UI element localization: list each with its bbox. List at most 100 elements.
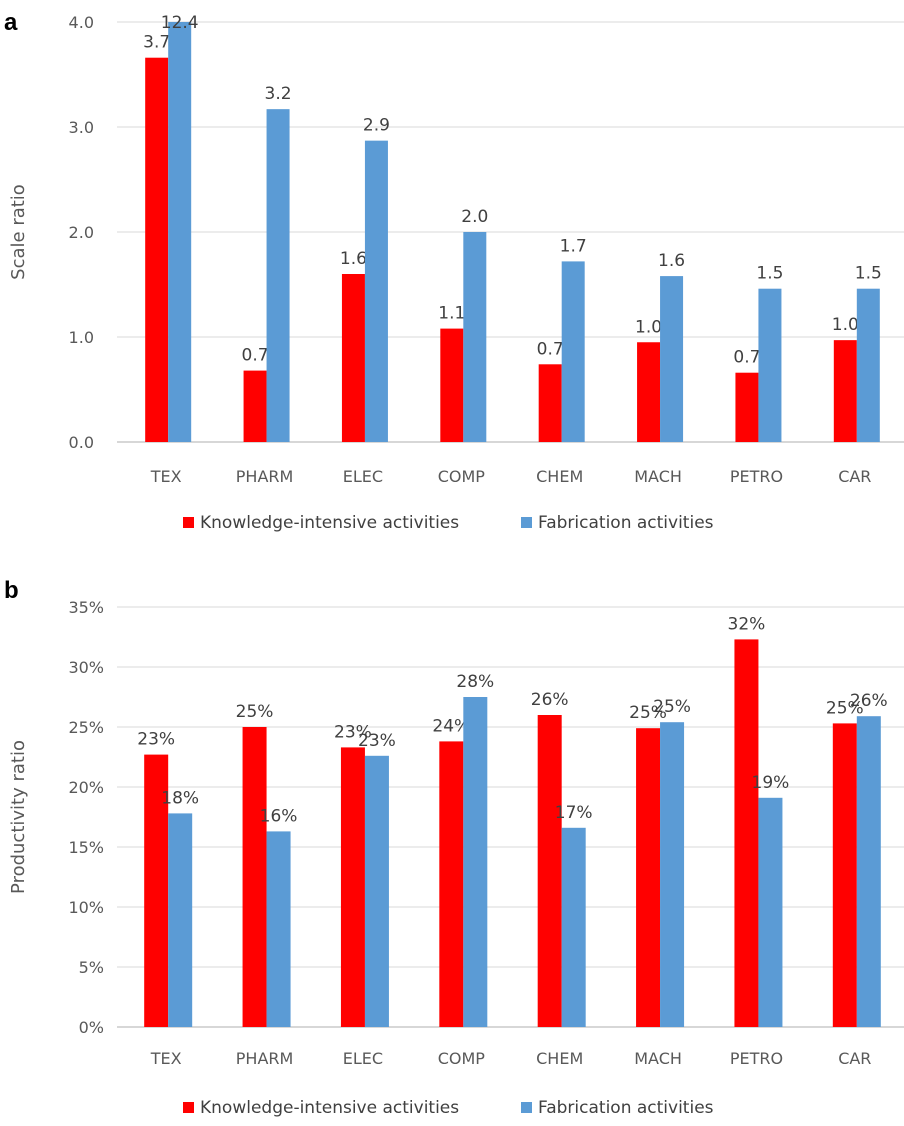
x-tick-label: CHEM <box>536 1049 583 1068</box>
data-label: 3.2 <box>265 84 292 104</box>
data-label: 3.7 <box>143 33 170 53</box>
bar-fabrication <box>463 232 487 442</box>
bar-fabrication <box>660 722 685 1027</box>
panel-b-productivity-ratio: b Productivity ratio 0% 5% 10% 15% 20% 25% 30% 35… <box>4 577 904 1118</box>
legend-swatch <box>183 1102 194 1113</box>
data-label: 26% <box>531 690 569 710</box>
data-label: 19% <box>752 773 790 793</box>
bar-knowledge-intensive <box>144 754 169 1027</box>
y-tick-label: 30% <box>68 658 104 677</box>
y-tick-label: 0.0 <box>69 433 94 452</box>
x-tick-label: PHARM <box>236 1049 294 1068</box>
data-label: 2.0 <box>461 207 488 227</box>
panel-a-scale-ratio: a Scale ratio 0.0 1.0 2.0 3.0 4.0 TEX 3.712.4 PHA… <box>4 9 904 533</box>
data-label: 23% <box>358 731 396 751</box>
bar-knowledge-intensive <box>636 728 661 1027</box>
bar-knowledge-intensive <box>341 274 365 442</box>
x-tick-label: CAR <box>838 1049 871 1068</box>
data-label: 32% <box>728 614 766 634</box>
data-label: 0.7 <box>242 346 269 366</box>
data-label: 1.7 <box>560 236 587 256</box>
bar-fabrication <box>758 288 782 442</box>
data-label: 18% <box>161 788 199 808</box>
x-tick-label: CAR <box>838 467 871 486</box>
legend-entry: Knowledge-intensive activities <box>200 1098 459 1118</box>
bar-knowledge-intensive <box>833 340 857 442</box>
x-tick-label: MACH <box>634 1049 682 1068</box>
data-label: 1.0 <box>832 315 859 335</box>
bar-knowledge-intensive <box>145 57 169 442</box>
x-tick-label: COMP <box>438 467 486 486</box>
panel-label: a <box>4 9 18 36</box>
y-tick-label: 35% <box>68 598 104 617</box>
data-label: 12.4 <box>161 13 199 33</box>
bar-fabrication <box>266 109 290 443</box>
x-tick-label: PHARM <box>236 467 294 486</box>
data-label: 23% <box>137 730 175 750</box>
data-label: 25% <box>629 703 667 723</box>
y-tick-label: 0% <box>79 1018 104 1037</box>
bar-knowledge-intensive <box>440 328 464 442</box>
legend-swatch <box>521 517 532 528</box>
x-tick-label: PETRO <box>730 1049 783 1068</box>
bar-fabrication <box>364 755 389 1027</box>
legend-swatch <box>521 1102 532 1113</box>
bar-fabrication <box>856 716 881 1027</box>
legend-entry: Knowledge-intensive activities <box>200 513 459 533</box>
data-label: 16% <box>260 806 298 826</box>
y-tick-label: 20% <box>68 778 104 797</box>
bar-knowledge-intensive <box>537 715 562 1027</box>
data-label: 1.1 <box>438 304 465 324</box>
bar-knowledge-intensive <box>243 370 267 442</box>
data-label: 1.5 <box>756 264 783 284</box>
data-label: 28% <box>456 672 494 692</box>
bar-knowledge-intensive <box>832 723 857 1027</box>
bar-fabrication <box>758 797 783 1027</box>
y-tick-label: 1.0 <box>69 328 94 347</box>
data-label: 25% <box>236 702 274 722</box>
bar-fabrication <box>660 276 684 442</box>
bar-fabrication <box>266 831 291 1027</box>
y-tick-label: 3.0 <box>69 118 94 137</box>
data-label: 25% <box>653 697 691 717</box>
bar-fabrication <box>364 140 388 442</box>
y-axis-label: Scale ratio <box>8 184 29 280</box>
legend-entry: Fabrication activities <box>538 513 714 533</box>
x-tick-label: ELEC <box>343 467 383 486</box>
y-tick-label: 25% <box>68 718 104 737</box>
bar-fabrication <box>561 827 586 1027</box>
data-label: 1.6 <box>340 249 367 269</box>
bar-fabrication <box>463 697 488 1027</box>
legend-entry: Fabrication activities <box>538 1098 714 1118</box>
data-label: 0.7 <box>733 348 760 368</box>
y-tick-label: 15% <box>68 838 104 857</box>
y-tick-label: 2.0 <box>69 223 94 242</box>
legend-swatch <box>183 517 194 528</box>
data-label: 23% <box>334 722 372 742</box>
data-label: 25% <box>826 698 864 718</box>
x-tick-label: TEX <box>150 467 182 486</box>
x-tick-label: COMP <box>438 1049 486 1068</box>
x-tick-label: MACH <box>634 467 682 486</box>
x-tick-label: PETRO <box>730 467 783 486</box>
y-tick-label: 10% <box>68 898 104 917</box>
panel-label: b <box>4 577 19 604</box>
data-label: 1.0 <box>635 317 662 337</box>
x-tick-label: ELEC <box>343 1049 383 1068</box>
data-label: 24% <box>432 716 470 736</box>
bar-knowledge-intensive <box>538 364 562 442</box>
bar-knowledge-intensive <box>439 741 464 1027</box>
y-tick-label: 5% <box>79 958 104 977</box>
y-tick-label: 4.0 <box>69 13 94 32</box>
bar-fabrication <box>561 261 585 442</box>
bar-knowledge-intensive <box>734 639 759 1027</box>
data-label: 17% <box>555 803 593 823</box>
data-label: 1.5 <box>855 264 882 284</box>
bar-fabrication <box>856 288 880 442</box>
x-tick-label: CHEM <box>536 467 583 486</box>
bar-fabrication <box>168 813 193 1027</box>
data-label: 2.9 <box>363 116 390 136</box>
bar-knowledge-intensive <box>735 372 759 442</box>
bar-knowledge-intensive <box>340 747 365 1027</box>
